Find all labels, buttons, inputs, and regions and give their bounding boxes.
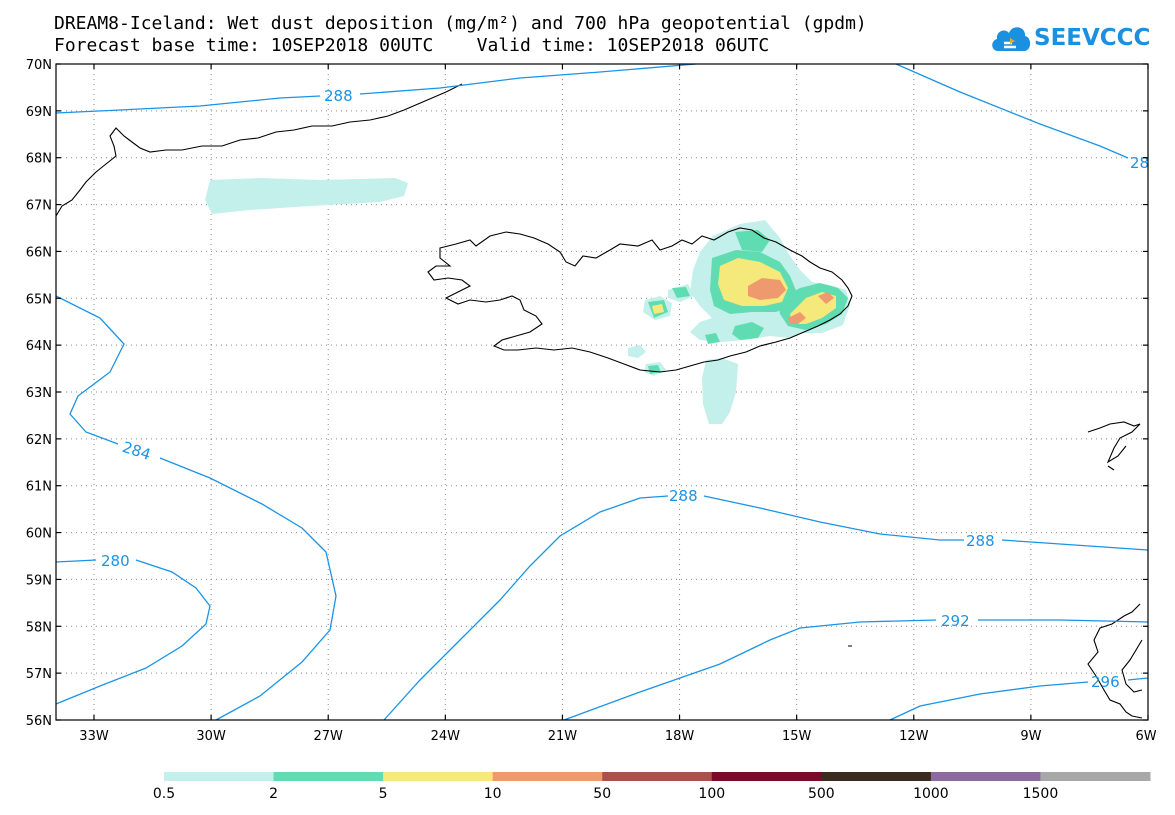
lat-label: 66N (26, 245, 52, 260)
colorbar-label: 1500 (1023, 786, 1059, 802)
colorbar-swatch (821, 772, 932, 781)
latitude-labels: 70N 69N 68N 67N 66N 65N 64N 63N 62N 61N 60N 59N 58N 5… (26, 58, 52, 729)
contour-288-north (55, 63, 697, 114)
contour-28-northeast (895, 63, 1129, 159)
lat-label: 69N (26, 105, 52, 120)
colorbar-label: 10 (484, 786, 502, 802)
dust-area-south-plume (702, 358, 738, 424)
colorbar-label: 0.5 (153, 786, 175, 802)
graticule (56, 64, 1148, 720)
scotland-coast (848, 603, 1143, 719)
lon-label: 12W (899, 729, 929, 744)
longitude-labels: 33W 30W 27W 24W 21W 18W 15W 12W 9W 6W (79, 729, 1156, 744)
colorbar-swatch (492, 772, 603, 781)
contour-label: 292 (941, 612, 970, 630)
lat-label: 60N (26, 527, 52, 542)
colorbar-swatch (383, 772, 494, 781)
colorbar-swatch (711, 772, 822, 781)
lon-label: 21W (548, 729, 578, 744)
forecast-times: Forecast base time: 10SEP2018 00UTC Vali… (54, 35, 770, 56)
contour-292 (563, 619, 1149, 721)
colorbar-swatch (164, 772, 275, 781)
contour-label: 288 (966, 532, 995, 550)
dust-deposition-field (205, 178, 850, 424)
colorbar-label: 5 (379, 786, 388, 802)
geopotential-contours (55, 63, 1149, 721)
contour-label: 284 (120, 438, 153, 464)
colorbar-swatch (602, 772, 713, 781)
lon-label: 33W (79, 729, 109, 744)
colorbar-label: 2 (269, 786, 278, 802)
colorbar-label: 100 (698, 786, 725, 802)
colorbar-swatch (273, 772, 384, 781)
logo-text: SEEVCCC (1034, 25, 1151, 51)
contour-label: 28 (1130, 154, 1149, 172)
colorbar: 0.5 2 5 10 50 100 500 1000 1500 (153, 772, 1151, 802)
dust-area-northwest (205, 178, 408, 214)
dust-area-south-small (628, 345, 646, 358)
colorbar-label: 500 (808, 786, 835, 802)
contour-296 (889, 677, 1149, 721)
lat-label: 68N (26, 152, 52, 167)
lat-label: 59N (26, 573, 52, 588)
seevccc-logo: SEEVCCC (990, 18, 1150, 58)
contour-label: 296 (1091, 673, 1120, 691)
map-title: DREAM8-Iceland: Wet dust deposition (mg/… (54, 13, 867, 34)
contour-280 (55, 559, 211, 705)
contour-label: 280 (101, 552, 130, 570)
faroe-islands (1087, 421, 1141, 471)
colorbar-label: 1000 (913, 786, 949, 802)
lat-label: 61N (26, 480, 52, 495)
lat-label: 58N (26, 620, 52, 635)
lon-label: 18W (665, 729, 695, 744)
lon-label: 27W (314, 729, 344, 744)
colorbar-swatch (930, 772, 1041, 781)
contour-labels: 288 28 284 280 288 288 292 296 (101, 87, 1149, 691)
axis-ticks (56, 63, 1149, 721)
greenland-coast (55, 83, 463, 217)
colorbar-swatch (1040, 772, 1151, 781)
coastlines (55, 83, 1143, 719)
lat-label: 62N (26, 433, 52, 448)
lat-label: 64N (26, 339, 52, 354)
lat-label: 56N (26, 714, 52, 729)
lat-label: 67N (26, 199, 52, 214)
lat-label: 70N (26, 58, 52, 73)
lon-label: 6W (1135, 729, 1156, 744)
iceland-coast (427, 227, 853, 373)
lat-label: 57N (26, 667, 52, 682)
contour-label: 288 (324, 87, 353, 105)
contour-label: 288 (669, 487, 698, 505)
lon-label: 24W (431, 729, 461, 744)
lat-label: 63N (26, 386, 52, 401)
lon-label: 30W (196, 729, 226, 744)
lat-label: 65N (26, 292, 52, 307)
contour-284 (55, 295, 337, 721)
lon-label: 9W (1020, 729, 1041, 744)
contour-288-south (383, 495, 1149, 721)
colorbar-label: 50 (593, 786, 611, 802)
cloud-logo-icon (992, 27, 1031, 51)
lon-label: 15W (782, 729, 812, 744)
